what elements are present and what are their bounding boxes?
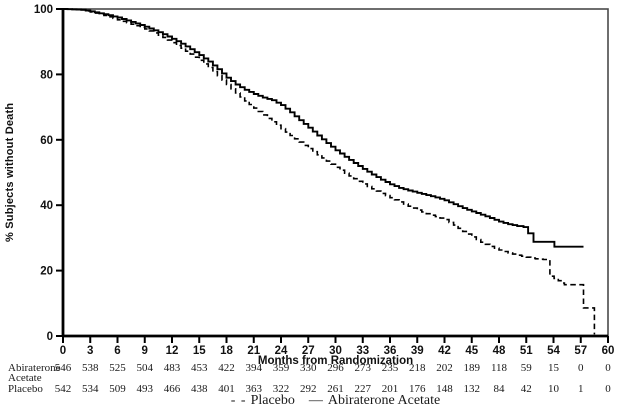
y-tick-label: 80: [40, 69, 53, 81]
risk-count: 296: [327, 362, 344, 374]
x-tick-label: 15: [193, 345, 206, 357]
risk-count: 176: [409, 383, 426, 395]
risk-count: 235: [381, 362, 399, 374]
x-axis-title: Months from Randomization: [257, 355, 414, 367]
x-tick-label: 33: [356, 345, 369, 357]
y-tick-label: 100: [34, 4, 53, 16]
risk-count: 542: [54, 383, 72, 395]
x-tick-label: 3: [87, 345, 93, 357]
km-curve-abiraterone-acetate: [63, 8, 584, 248]
risk-count: 534: [82, 383, 99, 395]
x-tick-label: 12: [166, 345, 179, 357]
x-tick-label: 57: [574, 345, 587, 357]
x-tick-label: 42: [438, 345, 451, 357]
risk-count: 292: [300, 383, 317, 395]
risk-count: 394: [245, 362, 263, 374]
risk-count: 202: [436, 362, 453, 374]
risk-count: 483: [163, 362, 181, 374]
risk-count: 0: [578, 362, 584, 374]
km-curve-placebo: [63, 8, 596, 335]
x-tick-label: 51: [520, 345, 533, 357]
risk-count: 422: [218, 362, 235, 374]
risk-row-placebo-label: Placebo: [8, 383, 43, 395]
risk-count: 84: [493, 383, 505, 395]
y-tick-label: 20: [40, 266, 53, 278]
x-tick-label: 21: [247, 345, 260, 357]
risk-count: 201: [381, 383, 399, 395]
x-tick-label: 9: [142, 345, 148, 357]
x-tick-label: 39: [411, 345, 424, 357]
x-tick-label: 54: [547, 345, 560, 357]
risk-count: 132: [463, 383, 481, 395]
risk-count: 273: [354, 362, 372, 374]
legend-placebo-label: Placebo: [250, 393, 295, 408]
risk-count: 525: [109, 362, 126, 374]
risk-count: 118: [490, 362, 508, 374]
risk-count: 363: [245, 383, 263, 395]
risk-count: 59: [520, 362, 532, 374]
risk-count: 0: [605, 383, 611, 395]
x-tick-label: 30: [329, 345, 342, 357]
risk-row-abiraterone-label-line2: Acetate: [8, 372, 42, 384]
risk-row-abiraterone-label-line1: Abiraterone: [8, 362, 61, 374]
risk-count: 504: [136, 362, 154, 374]
plot-frame: [62, 8, 609, 337]
risk-count: 453: [191, 362, 208, 374]
risk-count: 10: [548, 383, 559, 395]
x-tick-label: 60: [602, 345, 615, 357]
placebo-dash-marker: - -: [230, 393, 247, 408]
x-tick-label: 6: [114, 345, 120, 357]
legend-abiraterone-label: Abiraterone Acetate: [327, 393, 441, 408]
y-axis-title: % Subjects without Death: [4, 102, 16, 242]
risk-count: 359: [272, 362, 290, 374]
risk-count: 42: [520, 383, 532, 395]
risk-count: 330: [300, 362, 317, 374]
risk-count: 15: [548, 362, 559, 374]
x-tick-label: 24: [275, 345, 288, 357]
risk-count: 546: [54, 362, 72, 374]
risk-count: 261: [327, 383, 344, 395]
risk-count: 189: [463, 362, 481, 374]
chart-legend: - - Placebo — Abiraterone Acetate: [63, 393, 608, 409]
abiraterone-line-marker: —: [308, 393, 324, 408]
risk-count: 538: [82, 362, 99, 374]
x-tick-label: 45: [465, 345, 478, 357]
y-tick-label: 0: [47, 331, 53, 343]
x-tick-label: 0: [60, 345, 66, 357]
risk-count: 1: [578, 383, 584, 395]
risk-count: 322: [272, 383, 290, 395]
risk-count: 401: [218, 383, 235, 395]
x-tick-label: 48: [493, 345, 506, 357]
x-tick-label: 18: [220, 345, 233, 357]
y-tick-label: 60: [40, 135, 53, 147]
y-tick-label: 40: [40, 200, 53, 212]
risk-count: 227: [354, 383, 372, 395]
x-tick-label: 27: [302, 345, 315, 357]
risk-count: 466: [163, 383, 181, 395]
risk-count: 218: [409, 362, 426, 374]
risk-count: 0: [605, 362, 611, 374]
risk-count: 509: [109, 383, 126, 395]
risk-count: 438: [191, 383, 208, 395]
x-tick-label: 36: [384, 345, 397, 357]
risk-count: 493: [136, 383, 154, 395]
risk-count: 148: [436, 383, 453, 395]
